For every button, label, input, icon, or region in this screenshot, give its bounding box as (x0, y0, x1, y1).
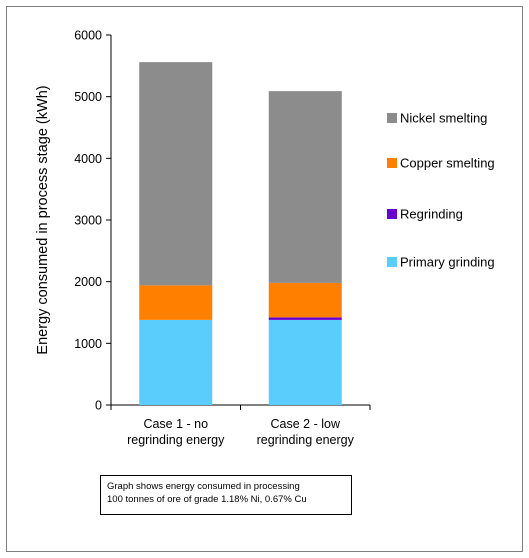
y-axis-label: Energy consumed in process stage (kWh) (35, 85, 51, 354)
bar-segment-primary-grinding (139, 319, 213, 405)
plot-area: 0 1000 2000 3000 4000 5000 6000 Case 1 - no regr… (74, 29, 371, 447)
bar-segment-copper-smelting (139, 285, 213, 320)
x-category-label: regrinding energy (257, 433, 355, 447)
legend-label: Primary grinding (400, 255, 495, 270)
note-line-1: Graph shows energy consumed in processin… (107, 481, 300, 492)
x-category-label: Case 1 - no (143, 417, 208, 431)
legend-swatch (387, 158, 397, 168)
y-tick-label: 0 (95, 399, 102, 413)
note-box: Graph shows energy consumed in processin… (100, 475, 352, 515)
bar-segment-copper-smelting (268, 282, 342, 318)
legend-label: Copper smelting (400, 156, 495, 171)
bar-segment-nickel-smelting (139, 62, 213, 286)
bar-segment-nickel-smelting (268, 91, 342, 283)
y-tick-label: 5000 (74, 90, 102, 104)
x-category-label: regrinding energy (127, 433, 225, 447)
legend-swatch (387, 209, 397, 219)
bar-segment-regrinding (268, 317, 342, 320)
y-tick-label: 4000 (74, 152, 102, 166)
y-tick-label: 6000 (74, 29, 102, 43)
legend-swatch (387, 113, 397, 123)
legend-swatch (387, 257, 397, 267)
chart-frame (6, 6, 523, 552)
legend-label: Regrinding (400, 207, 463, 222)
note-line-2: 100 tonnes of ore of grade 1.18% Ni, 0.6… (107, 494, 307, 505)
x-category-label: Case 2 - low (271, 417, 341, 431)
legend-label: Nickel smelting (400, 111, 487, 126)
y-tick-label: 2000 (74, 275, 102, 289)
bar-segment-primary-grinding (268, 319, 342, 405)
y-tick-label: 3000 (74, 214, 102, 228)
legend: Nickel smelting Copper smelting Regrinding… (387, 111, 495, 270)
y-tick-label: 1000 (74, 337, 102, 351)
